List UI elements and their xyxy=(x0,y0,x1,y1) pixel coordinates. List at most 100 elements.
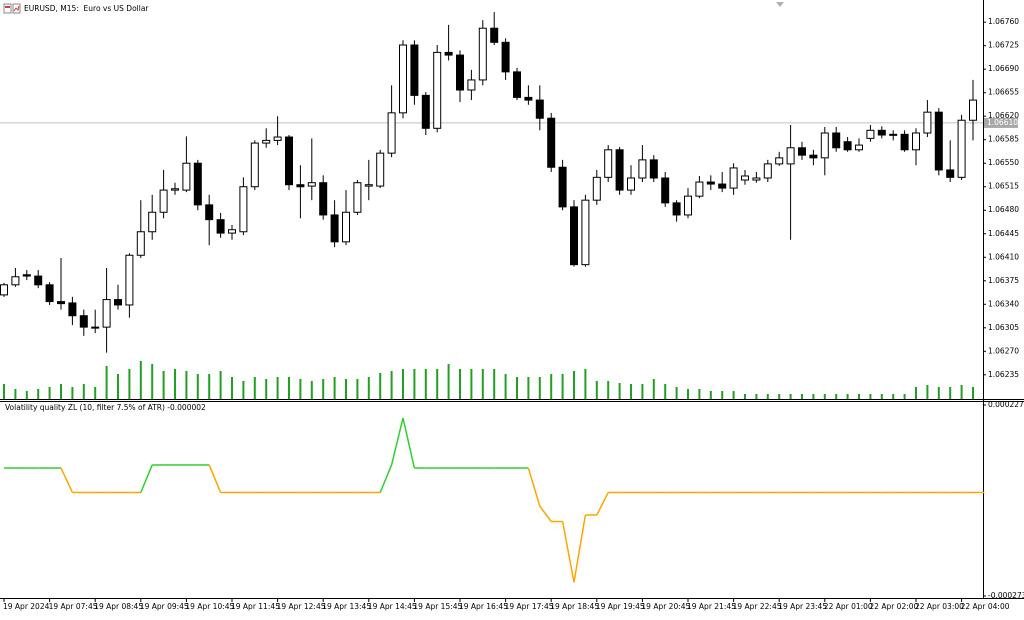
candle-body xyxy=(205,204,214,221)
volume-bar xyxy=(265,379,268,399)
candle-body xyxy=(22,274,31,277)
volume-bar xyxy=(162,371,165,399)
candle-body xyxy=(0,284,8,296)
candle-body xyxy=(250,142,259,188)
candle-body xyxy=(866,129,875,139)
volume-bar xyxy=(139,361,142,399)
volume-bar xyxy=(937,387,940,399)
volume-bar xyxy=(299,379,302,399)
volume-bar xyxy=(379,373,382,399)
indicator-segment xyxy=(561,521,575,583)
indicator-segment xyxy=(140,464,153,493)
volume-bar xyxy=(310,381,313,399)
volume-bar xyxy=(721,391,724,399)
y-tick-label: 1.06445 xyxy=(988,229,1019,238)
candle-body xyxy=(159,189,168,213)
volume-bar xyxy=(789,394,792,399)
candle-body xyxy=(900,133,909,151)
y-tick-label: 1.06410 xyxy=(988,252,1019,261)
x-tick-label: 19 Apr 08:45 xyxy=(94,602,143,611)
volume-bar xyxy=(459,369,461,399)
y-tick-label: 0.000227 xyxy=(988,400,1024,409)
volume-bar xyxy=(538,377,541,399)
candle-body xyxy=(592,176,601,201)
volume-bar xyxy=(105,366,108,399)
x-tick-label: 19 Apr 18:45 xyxy=(550,602,599,611)
candle-body xyxy=(125,254,134,306)
candle-body xyxy=(513,71,521,98)
x-tick-label: 19 Apr 10:45 xyxy=(185,602,234,611)
candle-body xyxy=(456,54,464,91)
volume-bar xyxy=(151,364,154,399)
candle-body xyxy=(342,211,350,243)
candle-body xyxy=(239,186,248,233)
volume-bar xyxy=(949,387,952,399)
y-tick-label: 1.06620 xyxy=(988,111,1019,120)
x-tick-label: 19 Apr 15:45 xyxy=(413,602,462,611)
volume-bar xyxy=(345,379,347,399)
candle-body xyxy=(752,177,761,181)
volume-bar xyxy=(333,377,336,399)
candle-body xyxy=(820,132,829,159)
volume-bar xyxy=(390,371,393,399)
volume-bar xyxy=(675,387,678,399)
indicator-segment xyxy=(539,505,552,522)
candle-body xyxy=(661,177,670,204)
indicator-segment xyxy=(527,467,541,507)
volume-bar xyxy=(276,377,279,399)
x-tick-label: 19 Apr 14:45 xyxy=(368,602,417,611)
x-tick-label: 19 Apr 09:45 xyxy=(140,602,189,611)
x-tick-label: 19 Apr 12:45 xyxy=(277,602,326,611)
volume-bar xyxy=(823,394,826,399)
candle-body xyxy=(946,169,955,178)
candle-body xyxy=(410,44,419,96)
x-tick-label: 19 Apr 2024 xyxy=(3,602,50,611)
candle-body xyxy=(193,162,202,206)
candle-body xyxy=(855,144,863,151)
x-tick-label: 19 Apr 21:45 xyxy=(687,602,736,611)
volume-bar xyxy=(71,387,74,399)
y-tick-label: 1.06515 xyxy=(988,182,1019,191)
volume-bar xyxy=(903,394,906,399)
volume-bar xyxy=(812,394,815,399)
y-tick-label: -0.000273 xyxy=(988,591,1024,600)
current-price-label: 1.06610 xyxy=(987,118,1018,127)
candle-body xyxy=(45,284,54,303)
volume-bar xyxy=(664,384,667,399)
candle-body xyxy=(684,195,692,216)
x-tick-label: 19 Apr 23:45 xyxy=(778,602,827,611)
indicator-segment xyxy=(573,514,587,583)
candle-body xyxy=(285,136,293,186)
volume-bar xyxy=(835,394,838,399)
candle-body xyxy=(638,159,647,179)
volume-bar xyxy=(447,364,450,399)
current-price-box xyxy=(984,117,1018,128)
volume-bar xyxy=(208,374,211,399)
volume-bar xyxy=(117,374,119,399)
volume-bar xyxy=(630,384,632,399)
x-tick-label: 22 Apr 01:00 xyxy=(824,602,873,611)
volume-bar xyxy=(424,369,427,399)
y-tick-label: 1.06690 xyxy=(988,64,1019,73)
volume-bar xyxy=(880,394,883,399)
volume-bar xyxy=(14,389,17,399)
candle-body xyxy=(102,299,111,328)
candle-body xyxy=(501,41,510,73)
volume-bar xyxy=(926,385,929,399)
candle-body xyxy=(843,141,852,151)
volume-bar xyxy=(846,394,849,399)
volume-bar xyxy=(253,377,256,399)
shift-marker xyxy=(776,2,784,7)
volume-bar xyxy=(573,371,575,399)
y-tick-label: 1.06655 xyxy=(988,88,1019,97)
y-tick-label: 1.06760 xyxy=(988,17,1019,26)
indicator-segment xyxy=(390,417,404,466)
volume-bar xyxy=(732,391,735,399)
candle-body xyxy=(798,147,806,156)
volume-bar xyxy=(801,394,803,399)
volume-bar xyxy=(869,394,872,399)
candle-body xyxy=(581,199,590,266)
volume-bar xyxy=(527,377,530,399)
window-icon-detail xyxy=(5,6,10,8)
candle-body xyxy=(672,202,681,216)
